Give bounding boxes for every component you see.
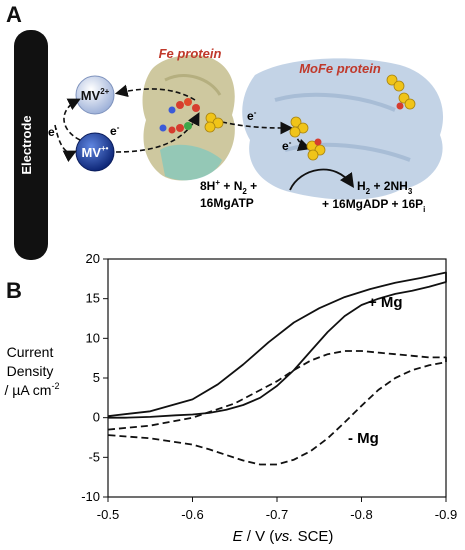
arrow-to-mv2 — [114, 84, 196, 101]
reaction-arrow — [289, 168, 355, 191]
y-tick-label: 10 — [86, 330, 100, 345]
series-plus-mg-line — [107, 271, 447, 419]
minus-mg-label: - Mg — [348, 430, 379, 447]
x-tick-label: -0.7 — [266, 507, 288, 522]
femo-cofactor — [306, 138, 326, 161]
y-axis-label-line-2: Density — [7, 363, 54, 379]
x-tick-label: -0.8 — [350, 507, 372, 522]
y-tick-label: 0 — [93, 410, 100, 425]
product-line-1: H2 + 2NH3 — [357, 179, 413, 196]
y-axis-label-unit: / µA cm-2 — [5, 381, 60, 398]
electron-label-1: e- — [48, 124, 58, 139]
y-tick-label: 15 — [86, 291, 100, 306]
panel-a-letter: A — [6, 2, 22, 27]
mofe-cluster-upper — [386, 74, 416, 110]
electrode-label: Electrode — [19, 115, 34, 174]
arrow-mv1-to-fe — [115, 112, 200, 153]
y-axis-label-line-1: Current — [7, 344, 54, 360]
arrow-electrode-to-mv — [63, 98, 81, 141]
y-tick-label: 5 — [93, 370, 100, 385]
y-tick-label: -5 — [88, 449, 100, 464]
electron-label-4: e- — [282, 138, 292, 153]
panel-b-letter: B — [6, 278, 22, 303]
series-minus-mg-line — [107, 350, 447, 466]
electrode-bar — [14, 30, 48, 260]
x-axis-label: E / V (vs. SCE) — [233, 528, 334, 545]
fe-protein-label: Fe protein — [159, 46, 222, 61]
mv2-sphere — [75, 75, 115, 115]
arrow-mv-reduction — [54, 124, 77, 163]
fe-protein-cluster — [159, 98, 200, 134]
mv2-label: MV2+ — [81, 87, 110, 103]
x-tick-label: -0.9 — [435, 507, 457, 522]
product-line-2: + 16MgADP + 16Pi — [322, 197, 425, 214]
reactant-line-2: 16MgATP — [200, 196, 254, 210]
y-tick-label: 20 — [86, 251, 100, 266]
mv1-label: MV+• — [82, 144, 109, 160]
plus-mg-label: + Mg — [368, 294, 403, 311]
electron-label-2: e- — [110, 123, 120, 138]
x-tick-label: -0.6 — [181, 507, 203, 522]
electron-label-3: e- — [247, 108, 257, 123]
p-cluster — [289, 116, 309, 138]
reactant-line-1: 8H+ + N2 + — [200, 178, 257, 196]
mofe-protein-label: MoFe protein — [299, 61, 381, 76]
panel-a-schematic: Electrode Fe protein MoFe protein MV2+ M… — [14, 30, 444, 260]
y-tick-label: -10 — [81, 489, 100, 504]
x-tick-label: -0.5 — [97, 507, 119, 522]
fe4s4-cluster — [204, 112, 224, 133]
